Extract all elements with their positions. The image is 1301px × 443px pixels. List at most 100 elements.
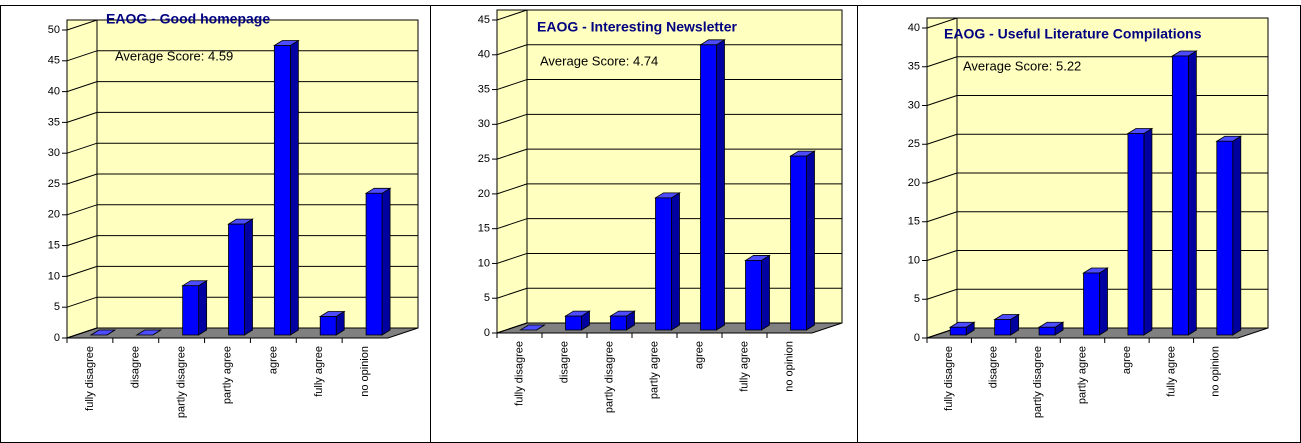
y-tick-label: 10 xyxy=(908,254,920,266)
y-tick-label: 40 xyxy=(48,86,60,98)
x-tick-label: fully disagree xyxy=(84,346,96,411)
bar xyxy=(790,155,807,331)
bar-side xyxy=(761,254,770,331)
grid-line xyxy=(66,204,98,216)
bar xyxy=(319,316,337,336)
chart-title: EAOG - Useful Literature Compilations xyxy=(944,26,1202,42)
grid-line xyxy=(66,19,98,31)
x-tick-label: agree xyxy=(693,341,705,369)
y-tick-label: 15 xyxy=(908,216,920,228)
x-tick-label: fully disagree xyxy=(943,346,955,411)
x-tick-label: partly disagree xyxy=(1032,346,1044,418)
y-tick-label: 30 xyxy=(478,118,490,130)
bar xyxy=(994,319,1012,336)
bar-top xyxy=(519,324,546,331)
grid-line xyxy=(496,322,528,334)
grid-line xyxy=(66,142,98,154)
y-tick-label: 35 xyxy=(48,116,60,128)
grid-line xyxy=(66,81,98,93)
x-tick-label: partly agree xyxy=(1076,346,1088,404)
x-tick-label: agree xyxy=(1121,346,1133,374)
chart: 0 5 10 15 20 25 30 35 40 EAOG - Useful Literature… xyxy=(908,17,1269,418)
x-tick-label: disagree xyxy=(988,346,1000,388)
bar xyxy=(655,197,672,331)
grid-line xyxy=(66,111,98,123)
grid-line xyxy=(496,287,528,299)
y-tick-label: 0 xyxy=(484,327,490,339)
bar-side xyxy=(1187,50,1197,336)
grid-line xyxy=(66,50,98,62)
y-tick-label: 45 xyxy=(48,55,60,67)
grid-line xyxy=(66,296,98,308)
y-tick-label: 10 xyxy=(478,257,490,269)
grid-line xyxy=(66,265,98,277)
bar-side xyxy=(1143,127,1153,336)
annotation: Average Score: 5.22 xyxy=(963,58,1081,73)
x-tick-label: fully disagree xyxy=(513,341,525,406)
chart-title: EAOG - Good homepage xyxy=(106,11,270,27)
y-tick-label: 15 xyxy=(48,240,60,252)
bar-side xyxy=(198,279,208,336)
x-tick-label: agree xyxy=(267,346,279,374)
bar xyxy=(610,315,627,331)
y-tick-label: 25 xyxy=(48,178,60,190)
grid-line xyxy=(926,56,958,68)
y-tick-label: 35 xyxy=(478,83,490,95)
grid-line xyxy=(496,113,528,125)
bar xyxy=(1216,140,1234,336)
y-tick-label: 20 xyxy=(48,209,60,221)
bar xyxy=(949,326,967,336)
grid-line xyxy=(496,9,528,21)
y-tick-label: 5 xyxy=(484,292,490,304)
grid-line xyxy=(496,79,528,91)
bar-side xyxy=(289,39,299,336)
grid-line xyxy=(926,133,958,145)
y-tick-label: 35 xyxy=(908,61,920,73)
annotation: Average Score: 4.74 xyxy=(540,53,658,68)
x-tick-label: no opinion xyxy=(783,341,795,392)
x-tick-label: no opinion xyxy=(1210,346,1222,397)
y-tick-label: 5 xyxy=(914,293,920,305)
x-tick-label: partly disagree xyxy=(176,346,188,418)
bar xyxy=(745,260,762,331)
y-tick-label: 20 xyxy=(908,177,920,189)
grid-line xyxy=(926,211,958,223)
grid-line xyxy=(66,173,98,185)
x-tick-label: partly agree xyxy=(221,346,233,404)
y-tick-label: 30 xyxy=(908,99,920,111)
side-wall xyxy=(496,9,528,334)
y-tick-label: 45 xyxy=(478,14,490,26)
grid-line xyxy=(926,288,958,300)
bar-side xyxy=(716,39,725,331)
bar xyxy=(273,45,291,336)
y-tick-label: 30 xyxy=(48,147,60,159)
bar xyxy=(700,44,717,331)
x-tick-label: fully agree xyxy=(738,341,750,392)
x-tick-label: fully agree xyxy=(313,346,325,397)
bar-top xyxy=(135,329,163,336)
bar xyxy=(1127,133,1145,336)
bar-side xyxy=(671,192,680,331)
bar xyxy=(1083,272,1100,336)
y-tick-label: 50 xyxy=(48,24,60,36)
y-tick-label: 10 xyxy=(48,270,60,282)
chart: 0 5 10 15 20 25 30 35 40 45 EAOG - Interesting New… xyxy=(478,9,843,413)
y-tick-label: 15 xyxy=(478,223,490,235)
x-tick-label: fully agree xyxy=(1165,346,1177,397)
y-tick-label: 0 xyxy=(54,332,60,344)
y-tick-label: 20 xyxy=(478,188,490,200)
bar xyxy=(1171,55,1189,336)
bar-side xyxy=(806,150,815,331)
bar-side xyxy=(244,218,253,336)
bar-side xyxy=(381,187,391,336)
y-tick-label: 25 xyxy=(478,153,490,165)
grid-line xyxy=(496,148,528,160)
bar xyxy=(228,223,245,336)
chart: 0 5 10 15 20 25 30 35 40 45 50 EAOG - Good homepage… xyxy=(48,11,419,418)
bar-side xyxy=(1232,135,1242,336)
y-tick-label: 25 xyxy=(908,138,920,150)
y-tick-label: 40 xyxy=(478,49,490,61)
grid-line xyxy=(926,172,958,184)
x-tick-label: no opinion xyxy=(359,346,371,397)
